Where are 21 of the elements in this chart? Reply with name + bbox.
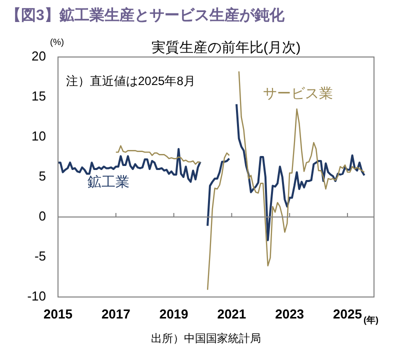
x-tick-label: 2017	[101, 306, 130, 322]
chart-title: 【図3】鉱工業生産とサービス生産が鈍化	[6, 6, 286, 24]
y-tick-label: 15	[32, 88, 46, 104]
series-label: サービス業	[263, 84, 334, 101]
y-tick-label: 0	[38, 208, 46, 224]
x-tick-label: 2015	[44, 306, 72, 322]
x-tick-label: 2025	[333, 306, 362, 322]
y-tick-label: 20	[32, 48, 46, 64]
x-tick-label: 2021	[217, 306, 246, 322]
y-tick-label: -10	[27, 288, 46, 304]
y-tick-label: 5	[38, 168, 46, 184]
series-label: 鉱工業	[88, 174, 130, 190]
y-tick-label: -5	[34, 248, 46, 264]
y-tick-label: 10	[32, 128, 46, 144]
x-axis-title: (年)	[363, 315, 378, 325]
text: 出所）中国国家統計局	[151, 332, 261, 345]
x-tick-label: 2023	[275, 306, 304, 322]
chart-subtitle: 実質生産の前年比(月次)	[151, 39, 301, 55]
annotation: 注）直近値は2025年8月	[66, 74, 196, 88]
y-axis-title: (%)	[50, 37, 64, 47]
x-tick-label: 2019	[159, 306, 188, 322]
